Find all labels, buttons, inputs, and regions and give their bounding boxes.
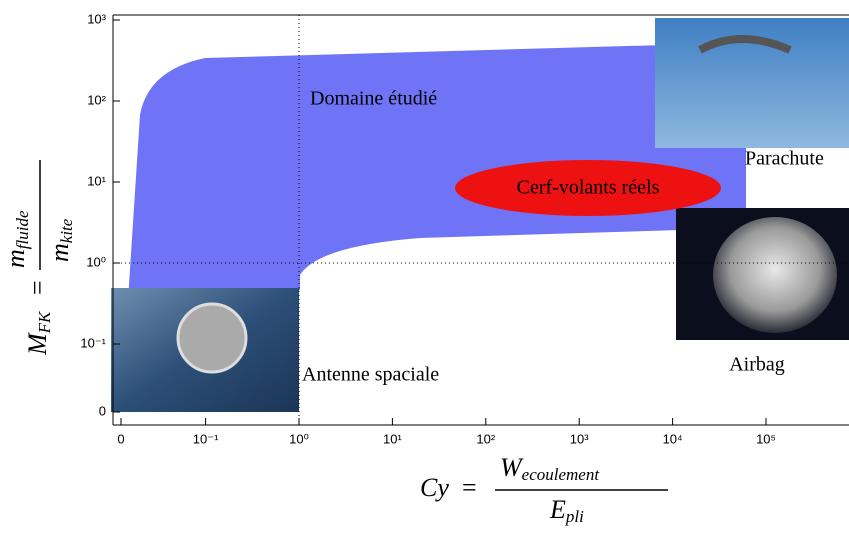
y-axis-label: MFK = mfluide mkite [1,160,76,356]
studied-domain [128,44,746,300]
y-tick-label: 10² [87,92,106,107]
airbag-shape [713,217,837,333]
equals: = [462,473,477,502]
x-axis-label: Cy = Wecoulement Epli [420,453,668,526]
annotation: Airbag [729,354,785,376]
y-label-lhs: MFK [23,310,54,356]
x-label-lhs: Cy [420,473,449,502]
real-kites [455,160,721,216]
x-tick-label: 10⁵ [756,431,776,446]
annotation: Antenne spaciale [302,364,439,386]
x-tick-label: 10³ [570,431,589,446]
parachute-canopy [698,35,792,54]
x-label-den: Epli [549,495,584,526]
x-tick-label: 0 [117,431,124,446]
y-tick-label: 10³ [87,11,106,26]
x-tick-label: 10² [476,431,495,446]
x-tick-label: 10⁻¹ [193,431,219,446]
y-label-num: mfluide [1,210,32,268]
y-tick-label: 10¹ [87,173,106,188]
x-label-num: Wecoulement [500,453,600,484]
annotation: Cerf-volants réels [517,177,660,199]
x-tick-label: 10¹ [383,431,402,446]
y-tick-label: 10⁻¹ [80,335,106,350]
x-tick-label: 10⁴ [663,431,683,446]
equals: = [23,280,52,295]
y-tick-label: 0 [99,403,106,418]
annotation: Parachute [745,148,824,170]
x-tick-label: 10⁰ [289,431,309,446]
y-label-den: mkite [45,218,76,262]
antenna-dish [176,302,248,374]
annotation: Domaine étudié [310,88,437,110]
y-tick-label: 10⁰ [86,254,106,269]
